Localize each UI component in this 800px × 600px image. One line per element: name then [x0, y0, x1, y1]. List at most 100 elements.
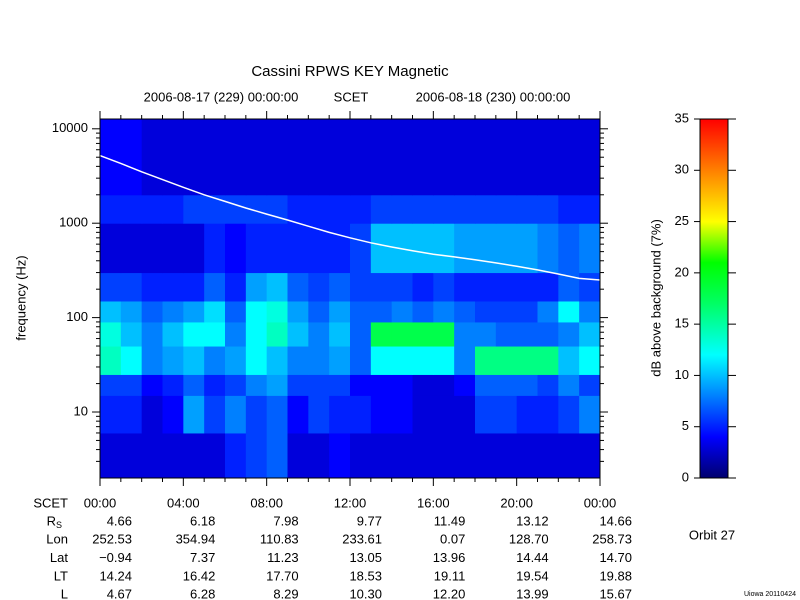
chart-title: Cassini RPWS KEY Magnetic	[251, 63, 449, 80]
spectrogram-cell	[558, 194, 580, 224]
ephemeris-value: 11.23	[267, 550, 299, 565]
spectrogram-cell	[495, 374, 518, 396]
spectrogram-cell	[537, 432, 559, 478]
spectrogram-cell	[100, 300, 122, 323]
spectrogram-cell	[558, 346, 580, 375]
spectrogram-cell	[516, 223, 538, 274]
spectrogram-cell	[454, 223, 476, 274]
ephemeris-value: 7.37	[190, 550, 215, 565]
spectrogram-cell	[412, 119, 434, 196]
spectrogram-cell	[266, 346, 288, 375]
ephemeris-value: 19.11	[434, 568, 466, 583]
colorbar-tick-label: 0	[682, 469, 689, 484]
spectrogram-cell	[225, 223, 247, 274]
spectrogram-cell	[100, 272, 122, 302]
ephemeris-value: 14.70	[599, 550, 632, 565]
ephemeris-value: 10.30	[349, 587, 382, 600]
spectrogram-cell	[100, 395, 122, 434]
spectrogram-cell	[225, 272, 247, 302]
y-tick-label: 1000	[59, 215, 88, 230]
spectrogram-cell	[350, 119, 372, 196]
spectrogram-cell	[537, 300, 559, 323]
colorbar-tick-label: 20	[675, 264, 689, 279]
spectrogram-cell	[141, 272, 163, 302]
spectrogram-cell	[433, 194, 455, 224]
spectrogram-cell	[162, 321, 184, 347]
spectrogram-cell	[475, 321, 497, 347]
spectrogram-cell	[120, 300, 143, 323]
ephemeris-value: 11.49	[434, 513, 466, 528]
spectrogram-cell	[120, 194, 143, 224]
spectrogram-cell	[558, 119, 580, 196]
spectrogram-cell	[204, 272, 226, 302]
spectrogram-cell	[475, 300, 497, 323]
spectrogram-cell	[579, 119, 600, 196]
scet-row-label: SCET	[33, 495, 68, 510]
spectrogram-cell	[266, 432, 288, 478]
spectrogram-cell	[537, 194, 559, 224]
spectrogram-cell	[141, 395, 163, 434]
spectrogram-cell	[120, 374, 143, 396]
spectrogram-cell	[516, 300, 538, 323]
spectrogram-cell	[141, 300, 163, 323]
spectrogram-cell	[433, 321, 455, 347]
spectrogram-cell	[495, 223, 518, 274]
spectrogram-cell	[475, 223, 497, 274]
spectrogram-cell	[329, 346, 351, 375]
spectrogram-cell	[495, 119, 518, 196]
spectrogram-cell	[579, 272, 600, 302]
colorbar-label: dB above background (7%)	[648, 219, 663, 377]
spectrogram-cell	[391, 346, 413, 375]
spectrogram-cell	[475, 119, 497, 196]
y-tick-label: 10	[74, 403, 88, 418]
spectrogram-cell	[141, 194, 163, 224]
spectrogram-cell	[120, 321, 143, 347]
spectrogram-cell	[100, 432, 122, 478]
spectrogram-cell	[558, 300, 580, 323]
spectrogram-cell	[495, 300, 518, 323]
spectrogram-cell	[454, 321, 476, 347]
spectrogram-cell	[454, 432, 476, 478]
spectrogram-cell	[475, 272, 497, 302]
ephemeris-value: 4.66	[107, 513, 132, 528]
spectrogram-cell	[287, 346, 309, 375]
spectrogram-cell	[537, 321, 559, 347]
colorbar-tick-label: 25	[675, 213, 689, 228]
spectrogram-cell	[558, 395, 580, 434]
spectrogram-cell	[266, 194, 288, 224]
spectrogram-cell	[329, 272, 351, 302]
cyclotron-line	[100, 154, 600, 281]
y-axis-label: frequency (Hz)	[13, 255, 28, 340]
spectrogram-cell	[100, 119, 122, 196]
spectrogram-cell	[245, 395, 268, 434]
ephemeris-value: 14.24	[99, 568, 132, 583]
spectrogram-cell	[329, 119, 351, 196]
spectrogram-cell	[308, 119, 330, 196]
ephemeris-value: 18.53	[349, 568, 382, 583]
spectrogram-cell	[433, 300, 455, 323]
spectrogram-cell	[391, 300, 413, 323]
spectrogram-cell	[370, 119, 393, 196]
spectrogram-cell	[287, 432, 309, 478]
spectrogram-cell	[100, 223, 122, 274]
spectrogram-cell	[308, 300, 330, 323]
spectrogram-cell	[245, 223, 268, 274]
x-tick-label: 16:00	[417, 495, 450, 510]
spectrogram-cell	[100, 321, 122, 347]
spectrogram-cell	[537, 374, 559, 396]
start-time: 2006-08-17 (229) 00:00:00	[144, 89, 299, 104]
spectrogram-cell	[350, 300, 372, 323]
spectrogram-cell	[370, 432, 393, 478]
spectrogram-cell	[391, 321, 413, 347]
ephemeris-value: 110.83	[260, 532, 299, 547]
spectrogram-cell	[120, 432, 143, 478]
ephemeris-row-label-sub: S	[56, 520, 62, 530]
spectrogram-cell	[120, 119, 143, 196]
spectrogram-cell	[162, 346, 184, 375]
spectrogram-cell	[141, 346, 163, 375]
ephemeris-value: 12.20	[433, 587, 466, 600]
spectrogram-cell	[495, 272, 518, 302]
spectrogram-cell	[141, 119, 163, 196]
